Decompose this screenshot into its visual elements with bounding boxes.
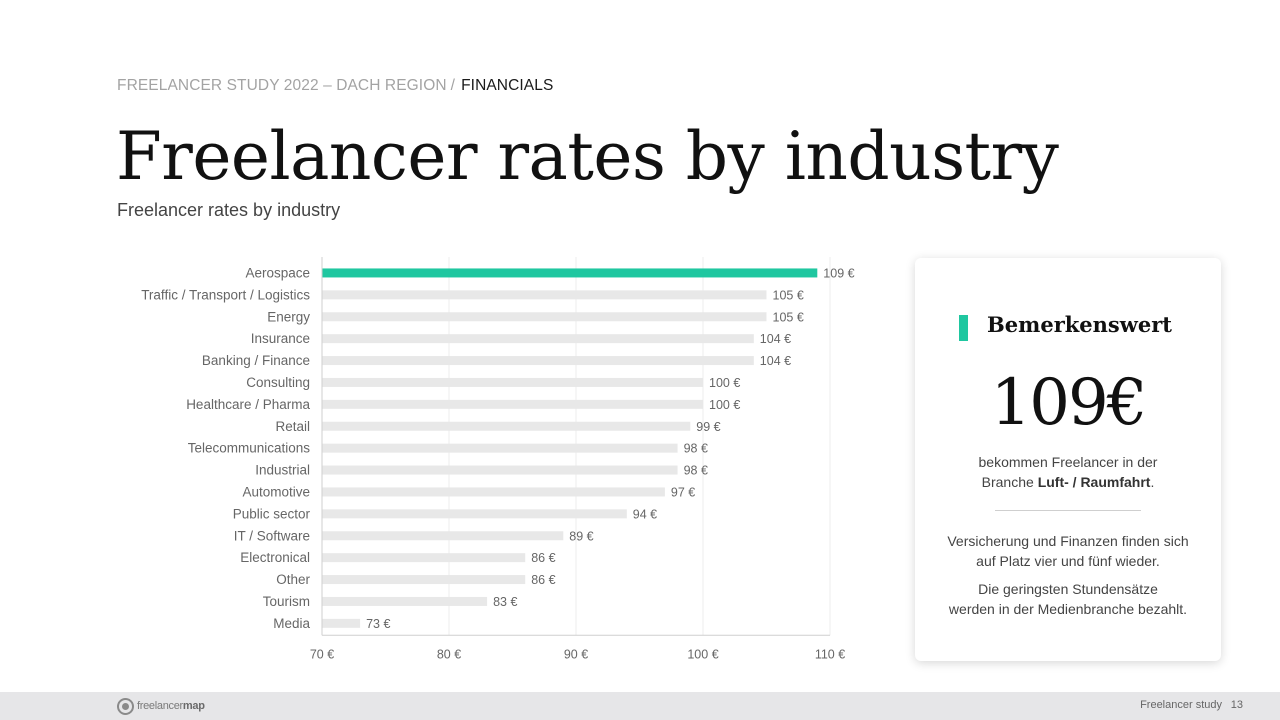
bar-12 xyxy=(322,531,564,541)
breadcrumb-study: FREELANCER STUDY 2022 – DACH REGION xyxy=(117,77,447,94)
freelancermap-logo[interactable]: freelancermap xyxy=(117,697,205,715)
category-label: Media xyxy=(273,616,310,631)
value-label: 104 € xyxy=(760,332,791,346)
card-divider xyxy=(995,510,1141,511)
breadcrumb-separator: / xyxy=(450,77,456,94)
bar-9 xyxy=(322,465,678,475)
value-label: 99 € xyxy=(696,420,720,434)
card-note1-line2: auf Platz vier und fünf wieder. xyxy=(976,553,1160,569)
card-description: bekommen Freelancer in der Branche Luft-… xyxy=(915,452,1221,492)
x-tick-label: 100 € xyxy=(687,647,718,661)
card-note2-line1: Die geringsten Stundensätze xyxy=(978,581,1158,597)
card-desc-line1: bekommen Freelancer in der xyxy=(978,454,1158,470)
page-title: Freelancer rates by industry xyxy=(116,118,1059,195)
bar-10 xyxy=(322,487,665,497)
category-label: IT / Software xyxy=(234,528,310,543)
bar-2 xyxy=(322,312,767,322)
bar-1 xyxy=(322,290,767,300)
category-label: Insurance xyxy=(251,331,310,346)
value-label: 105 € xyxy=(773,288,804,302)
logo-text: freelancermap xyxy=(137,700,205,712)
value-label: 109 € xyxy=(823,266,854,280)
category-label: Other xyxy=(276,572,310,587)
category-label: Telecommunications xyxy=(188,441,311,456)
bar-16 xyxy=(322,618,361,628)
x-tick-label: 80 € xyxy=(437,647,461,661)
card-note-media: Die geringsten Stundensätze werden in de… xyxy=(915,579,1221,619)
category-label: Retail xyxy=(275,419,310,434)
category-label: Industrial xyxy=(255,463,310,478)
footer: freelancermap Freelancer study 13 xyxy=(0,692,1280,720)
card-desc-industry: Luft- / Raumfahrt xyxy=(1037,474,1151,490)
category-label: Aerospace xyxy=(245,265,310,280)
card-value: 109€ xyxy=(990,366,1148,440)
category-label: Tourism xyxy=(263,594,310,609)
card-accent-bar xyxy=(959,315,968,341)
logo-text-bold: map xyxy=(182,700,205,712)
page-number: 13 xyxy=(1230,699,1243,711)
category-label: Public sector xyxy=(233,506,311,521)
value-label: 83 € xyxy=(493,595,517,609)
value-label: 98 € xyxy=(684,442,708,456)
bar-3 xyxy=(322,334,754,344)
x-tick-label: 110 € xyxy=(815,647,845,661)
bar-15 xyxy=(322,596,488,606)
value-label: 104 € xyxy=(760,354,791,368)
value-label: 100 € xyxy=(709,376,740,390)
page-subtitle: Freelancer rates by industry xyxy=(117,200,341,220)
footer-label: Freelancer study xyxy=(1140,699,1222,711)
card-heading: Bemerkenswert xyxy=(987,312,1172,337)
category-label: Automotive xyxy=(242,484,310,499)
breadcrumb: FREELANCER STUDY 2022 – DACH REGION / FINA… xyxy=(117,77,553,95)
category-label: Electronical xyxy=(240,550,310,565)
bar-6 xyxy=(322,399,703,409)
value-label: 100 € xyxy=(709,398,740,412)
x-tick-label: 70 € xyxy=(310,647,334,661)
breadcrumb-section: FINANCIALS xyxy=(461,77,554,94)
value-label: 86 € xyxy=(531,573,555,587)
value-label: 73 € xyxy=(366,617,390,631)
bar-11 xyxy=(322,509,627,519)
bar-14 xyxy=(322,575,526,585)
value-label: 86 € xyxy=(531,551,555,565)
card-desc-post: . xyxy=(1150,474,1155,490)
category-label: Healthcare / Pharma xyxy=(186,397,310,412)
bar-8 xyxy=(322,443,678,453)
bar-13 xyxy=(322,553,526,563)
category-label: Traffic / Transport / Logistics xyxy=(141,287,310,302)
value-label: 105 € xyxy=(773,310,804,324)
value-label: 94 € xyxy=(633,507,657,521)
card-note1-line1: Versicherung und Finanzen finden sich xyxy=(947,533,1189,549)
category-label: Banking / Finance xyxy=(202,353,310,368)
bar-0 xyxy=(322,268,818,278)
logo-mark-icon xyxy=(117,697,134,715)
card-desc-pre: Branche xyxy=(981,474,1038,490)
category-label: Consulting xyxy=(246,375,310,390)
bar-4 xyxy=(322,356,754,366)
highlight-card: Bemerkenswert 109€ bekommen Freelancer i… xyxy=(915,258,1221,661)
card-note2-line2: werden in der Medienbranche bezahlt. xyxy=(948,601,1188,617)
value-label: 89 € xyxy=(569,529,593,543)
card-note-insurance: Versicherung und Finanzen finden sich au… xyxy=(915,531,1221,571)
rates-bar-chart: Aerospace 109 € Traffic / Transport / Logi… xyxy=(141,257,855,661)
value-label: 98 € xyxy=(684,464,708,478)
bar-7 xyxy=(322,421,691,431)
bar-5 xyxy=(322,377,703,387)
logo-text-light: freelancer xyxy=(137,700,183,712)
value-label: 97 € xyxy=(671,485,695,499)
category-label: Energy xyxy=(267,309,310,324)
x-tick-label: 90 € xyxy=(564,647,588,661)
